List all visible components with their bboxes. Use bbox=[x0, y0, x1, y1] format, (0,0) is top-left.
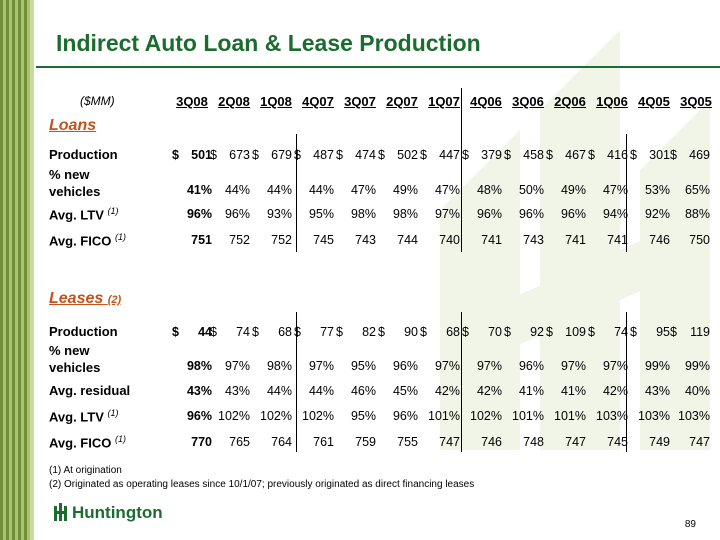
column-divider bbox=[296, 312, 297, 452]
period-header-2q06: 2Q06 bbox=[554, 94, 586, 109]
period-header-3q07: 3Q07 bbox=[344, 94, 376, 109]
page-number: 89 bbox=[684, 519, 696, 530]
period-header-1q07: 1Q07 bbox=[428, 94, 460, 109]
units-label: ($MM) bbox=[80, 94, 115, 108]
period-header-3q08: 3Q08 bbox=[176, 94, 208, 109]
left-stripe-decoration bbox=[0, 0, 30, 540]
period-header-4q06: 4Q06 bbox=[470, 94, 502, 109]
period-header-4q07: 4Q07 bbox=[302, 94, 334, 109]
column-divider bbox=[296, 134, 297, 252]
logo-text: Huntington bbox=[72, 503, 163, 522]
footnote-ref: (1) bbox=[107, 206, 119, 216]
loans-heading: Loans bbox=[49, 117, 97, 134]
column-divider bbox=[626, 134, 627, 252]
leases-heading-footnote: (2) bbox=[107, 294, 122, 306]
footnote-ref: (1) bbox=[107, 408, 119, 418]
leases-row-label: Avg. residual bbox=[49, 383, 131, 398]
footnote-2: (2) Originated as operating leases since… bbox=[49, 479, 475, 490]
page-title: Indirect Auto Loan & Lease Production bbox=[56, 30, 481, 56]
loans-row-label: Avg. FICO (1) bbox=[49, 232, 126, 249]
footnote-ref: (1) bbox=[114, 434, 126, 444]
column-divider bbox=[461, 312, 462, 452]
period-header-2q08: 2Q08 bbox=[218, 94, 250, 109]
watermark-logo-icon bbox=[440, 30, 710, 450]
title-underline bbox=[36, 66, 720, 68]
leases-row-label: Avg. LTV (1) bbox=[49, 408, 119, 425]
column-divider bbox=[626, 312, 627, 452]
footnote-1: (1) At origination bbox=[49, 465, 122, 476]
loans-row-label: Avg. LTV (1) bbox=[49, 206, 119, 223]
period-header-1q08: 1Q08 bbox=[260, 94, 292, 109]
leases-row-label: % new vehicles bbox=[49, 343, 101, 375]
column-divider bbox=[461, 88, 462, 252]
period-header-3q05: 3Q05 bbox=[680, 94, 712, 109]
loans-row-label: % new vehicles bbox=[49, 167, 101, 199]
left-stripe-edge bbox=[30, 0, 34, 540]
period-header-1q06: 1Q06 bbox=[596, 94, 628, 109]
huntington-logo: Huntington bbox=[54, 503, 163, 523]
loans-row-label: Production bbox=[49, 147, 118, 162]
leases-row-label: Avg. FICO (1) bbox=[49, 434, 126, 451]
huntington-logo-icon bbox=[54, 503, 67, 521]
period-header-2q07: 2Q07 bbox=[386, 94, 418, 109]
period-header-3q06: 3Q06 bbox=[512, 94, 544, 109]
period-header-4q05: 4Q05 bbox=[638, 94, 670, 109]
leases-heading: Leases (2) bbox=[49, 290, 122, 307]
footnote-ref: (1) bbox=[114, 232, 126, 242]
leases-row-label: Production bbox=[49, 324, 118, 339]
